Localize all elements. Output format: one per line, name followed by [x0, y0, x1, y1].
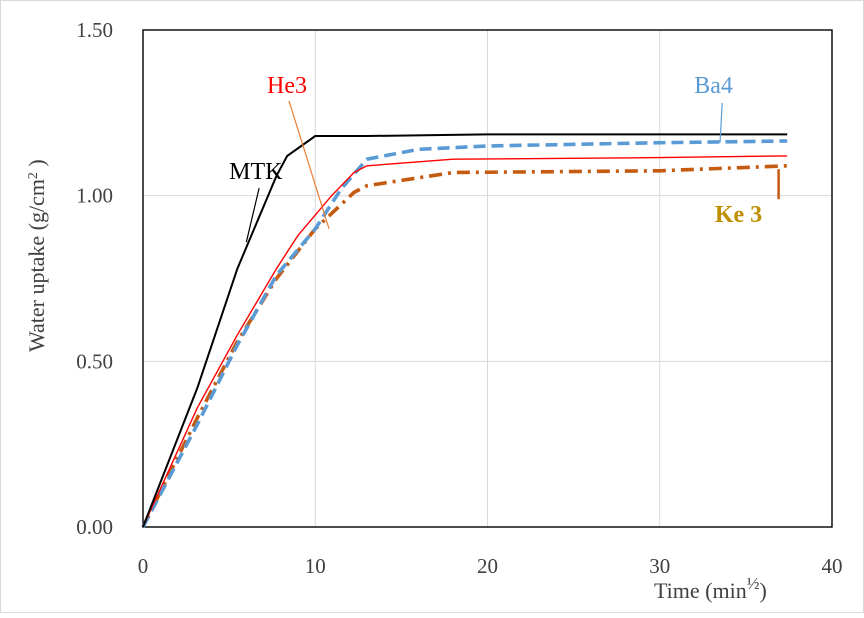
- callout-leader: [288, 100, 330, 229]
- tick-labels: 0 10 20 30 40 0.00 0.50 1.00 1.50: [76, 18, 842, 578]
- y-tick-label: 1.50: [76, 18, 113, 42]
- series-callouts: MTK He3 Ba4 Ke 3: [229, 73, 780, 243]
- x-axis-title-close: ): [759, 578, 766, 603]
- x-tick-label: 40: [822, 554, 843, 578]
- x-axis-title-sup: ½: [747, 574, 760, 593]
- series-callout-label: He3: [267, 73, 307, 99]
- y-axis-title-close: ): [24, 159, 49, 172]
- y-axis-title-main: Water uptake (g/cm: [24, 179, 49, 352]
- series-line-mtk: [142, 133, 788, 528]
- y-axis-title-sup: 2: [26, 172, 41, 179]
- y-tick-label: 0.00: [76, 515, 113, 539]
- y-axis-title: Water uptake (g/cm2 ): [24, 159, 49, 352]
- x-axis-title-main: Time (min: [654, 578, 747, 603]
- x-tick-label: 20: [477, 554, 498, 578]
- series-lines: [141, 133, 788, 528]
- series-callout-label: Ba4: [694, 73, 733, 99]
- x-tick-label: 0: [138, 554, 149, 578]
- y-tick-label: 0.50: [76, 349, 113, 373]
- series-line-he3: [142, 155, 788, 528]
- series-callout-label: Ke 3: [715, 202, 762, 228]
- x-axis-title: Time (min½): [654, 574, 767, 604]
- x-tick-label: 30: [649, 554, 670, 578]
- callout-leader: [245, 187, 260, 243]
- x-tick-label: 10: [305, 554, 326, 578]
- plot-area-border: [142, 29, 833, 528]
- series-line-ke3: [141, 164, 788, 528]
- series-callout-label: MTK: [229, 159, 283, 185]
- callout-leader: [719, 102, 723, 143]
- y-tick-label: 1.00: [76, 184, 113, 208]
